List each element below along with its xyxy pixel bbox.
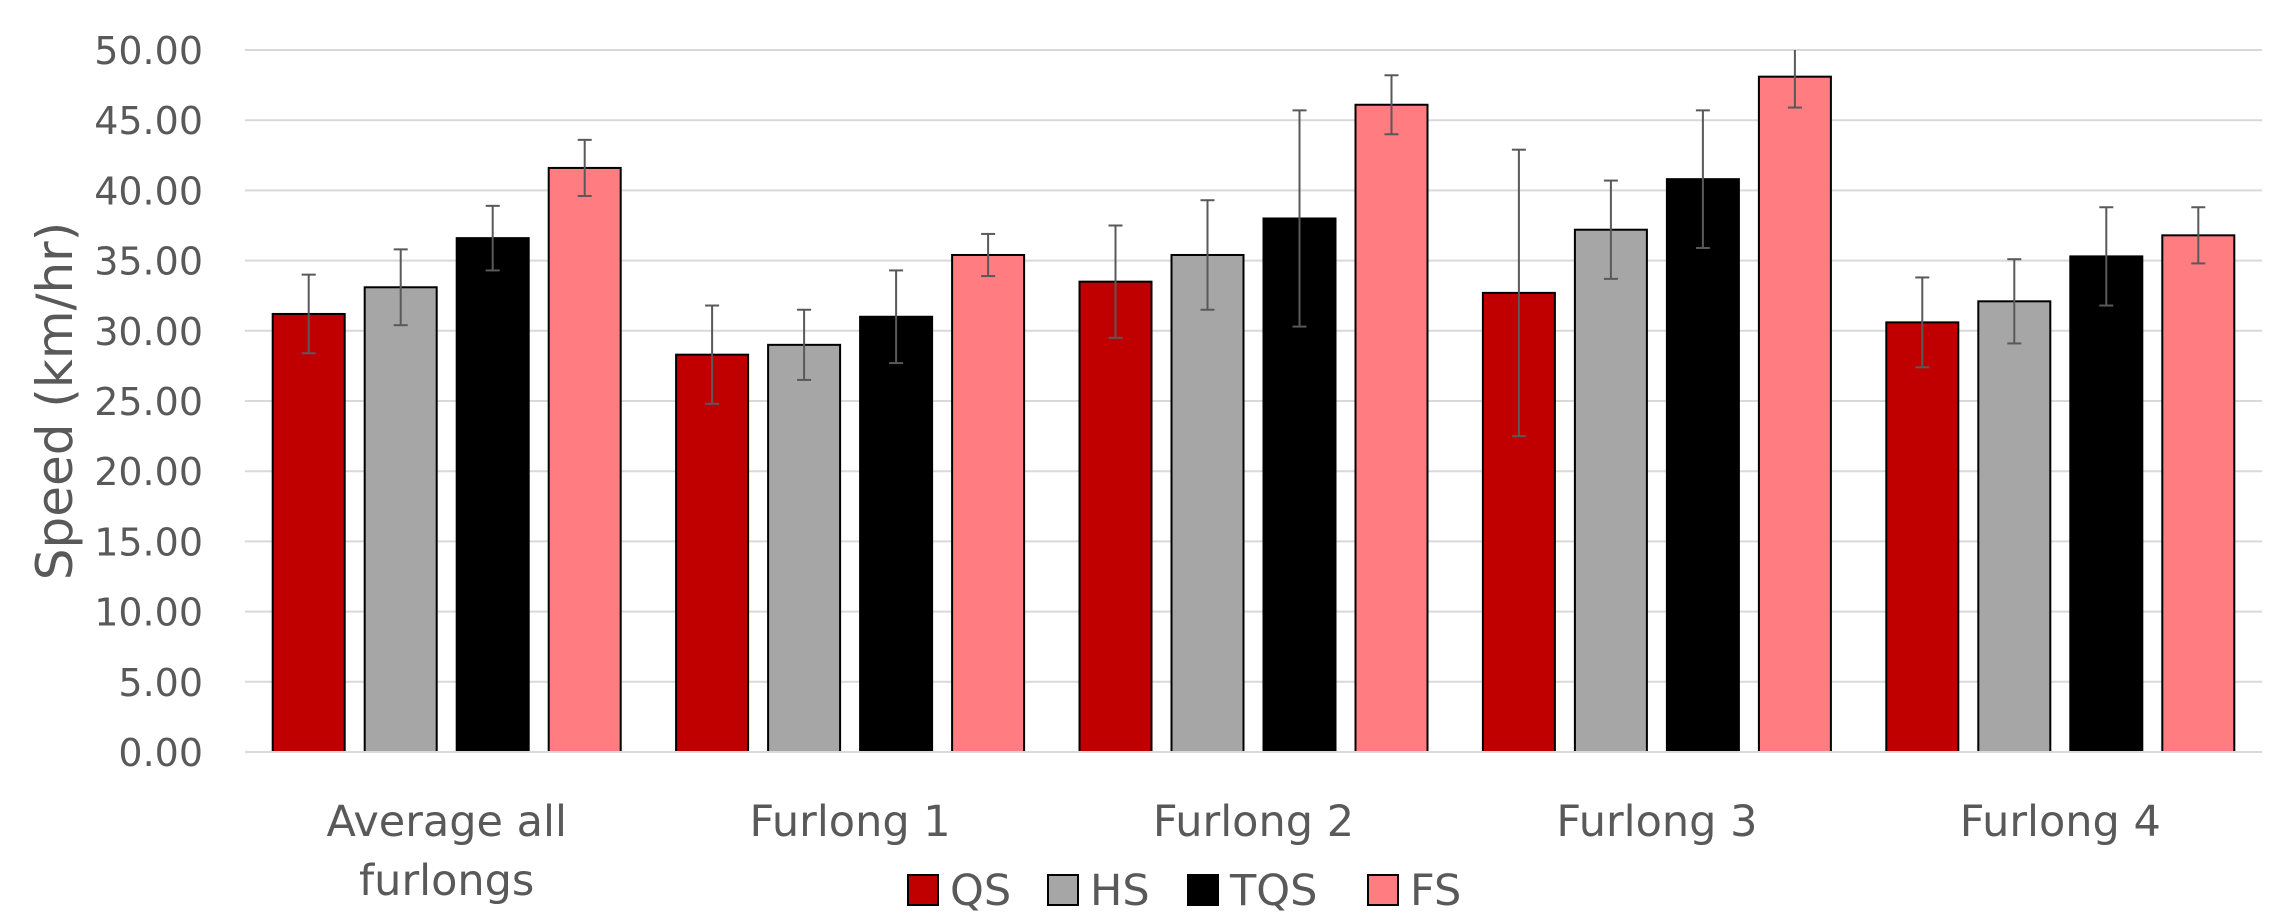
legend-label-fs: FS (1410, 866, 1461, 911)
bar-fs (547, 166, 622, 754)
bar-hs (1977, 300, 2052, 753)
bar-qs (1885, 321, 1960, 753)
legend: QS HS TQS FS (907, 866, 1461, 916)
y-tick-label: 45.00 (94, 99, 203, 143)
bar-hs (767, 343, 842, 753)
bars (271, 75, 2236, 754)
legend-swatch-fs (1367, 874, 1399, 906)
y-tick-label: 15.00 (94, 520, 203, 564)
x-category-label: Furlong 3 (1556, 797, 1757, 847)
bar-hs (363, 286, 438, 753)
y-tick-label: 10.00 (94, 591, 203, 635)
y-axis-title: Speed (km/hr) (26, 222, 84, 580)
legend-label-tqs: TQS (1229, 866, 1317, 911)
y-tick-label: 0.00 (118, 731, 203, 775)
y-tick-label: 20.00 (94, 450, 203, 494)
bar-qs (1078, 280, 1153, 753)
x-category-label: Furlong 1 (750, 797, 951, 847)
gridlines (245, 49, 2262, 683)
bar-fs (2161, 234, 2236, 753)
bar-tqs (455, 237, 530, 754)
x-category-label: Furlong 2 (1153, 797, 1354, 847)
bar-fs (951, 253, 1026, 753)
y-tick-label: 40.00 (94, 169, 203, 213)
legend-label-qs: QS (950, 866, 1011, 911)
error-bars (301, 50, 2206, 438)
bar-tqs (859, 315, 934, 753)
y-tick-label: 50.00 (94, 29, 203, 73)
x-category-label: furlongs (359, 856, 534, 906)
bar-tqs (1665, 178, 1740, 753)
bar-qs (271, 312, 346, 753)
bar-fs (1757, 75, 1832, 753)
x-category-label: Furlong 4 (1960, 797, 2161, 847)
y-tick-label: 5.00 (118, 661, 203, 705)
bar-hs (1170, 253, 1245, 753)
legend-swatch-tqs (1187, 874, 1219, 906)
x-axis-category-labels: Average all furlongs Furlong 1 Furlong 2 Fur… (326, 797, 2160, 906)
bar-hs (1573, 228, 1648, 754)
legend-swatch-qs (907, 874, 939, 906)
bar-tqs (2069, 255, 2144, 753)
y-tick-label: 30.00 (94, 310, 203, 354)
legend-swatch-hs (1047, 874, 1079, 906)
bar-fs (1354, 103, 1429, 754)
y-axis-tick-labels: 0.00 5.00 10.00 15.00 20.00 25.00 30.00 35.00 40… (94, 29, 203, 775)
y-tick-label: 35.00 (94, 240, 203, 284)
legend-label-hs: HS (1090, 866, 1150, 911)
x-category-label: Average all (326, 797, 567, 847)
bar-qs (675, 353, 750, 753)
y-tick-label: 25.00 (94, 380, 203, 424)
